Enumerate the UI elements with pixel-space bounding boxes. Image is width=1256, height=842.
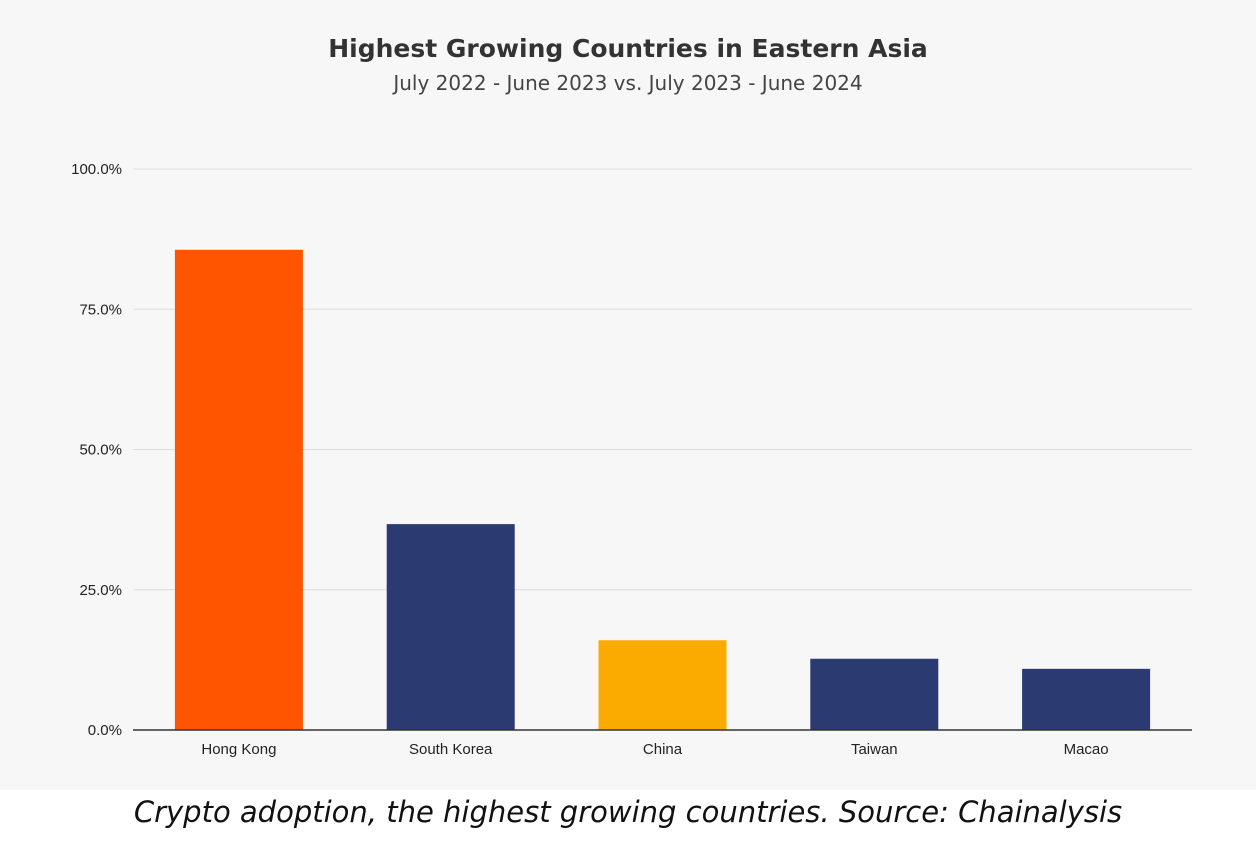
- y-axis-ticks: 0.0% 25.0% 50.0% 75.0% 100.0%: [71, 161, 122, 739]
- bars: [174, 249, 1151, 730]
- x-axis-ticks: Hong Kong South Korea China Taiwan Macao: [201, 741, 1108, 758]
- bar-taiwan: [810, 658, 939, 730]
- y-tick-label: 75.0%: [79, 301, 122, 318]
- x-tick-label: China: [643, 741, 683, 758]
- chart-subtitle: July 2022 - June 2023 vs. July 2023 - Ju…: [391, 71, 862, 95]
- gridlines: [133, 168, 1192, 591]
- bar-macao: [1022, 668, 1151, 730]
- figure-caption: Crypto adoption, the highest growing cou…: [133, 795, 1123, 829]
- chart-panel: Highest Growing Countries in Eastern Asi…: [71, 34, 1192, 758]
- y-tick-label: 50.0%: [79, 442, 122, 459]
- bar-hong-kong: [174, 249, 303, 730]
- bar-china: [598, 640, 727, 730]
- x-tick-label: Taiwan: [851, 741, 898, 758]
- y-tick-label: 0.0%: [88, 722, 122, 739]
- bar-south-korea: [386, 524, 515, 730]
- x-tick-label: Macao: [1064, 741, 1109, 758]
- x-tick-label: South Korea: [409, 741, 493, 758]
- x-tick-label: Hong Kong: [201, 741, 276, 758]
- y-tick-label: 100.0%: [71, 161, 122, 178]
- chart-title: Highest Growing Countries in Eastern Asi…: [328, 34, 928, 63]
- y-tick-label: 25.0%: [79, 582, 122, 599]
- bar-chart: Highest Growing Countries in Eastern Asi…: [71, 34, 1192, 758]
